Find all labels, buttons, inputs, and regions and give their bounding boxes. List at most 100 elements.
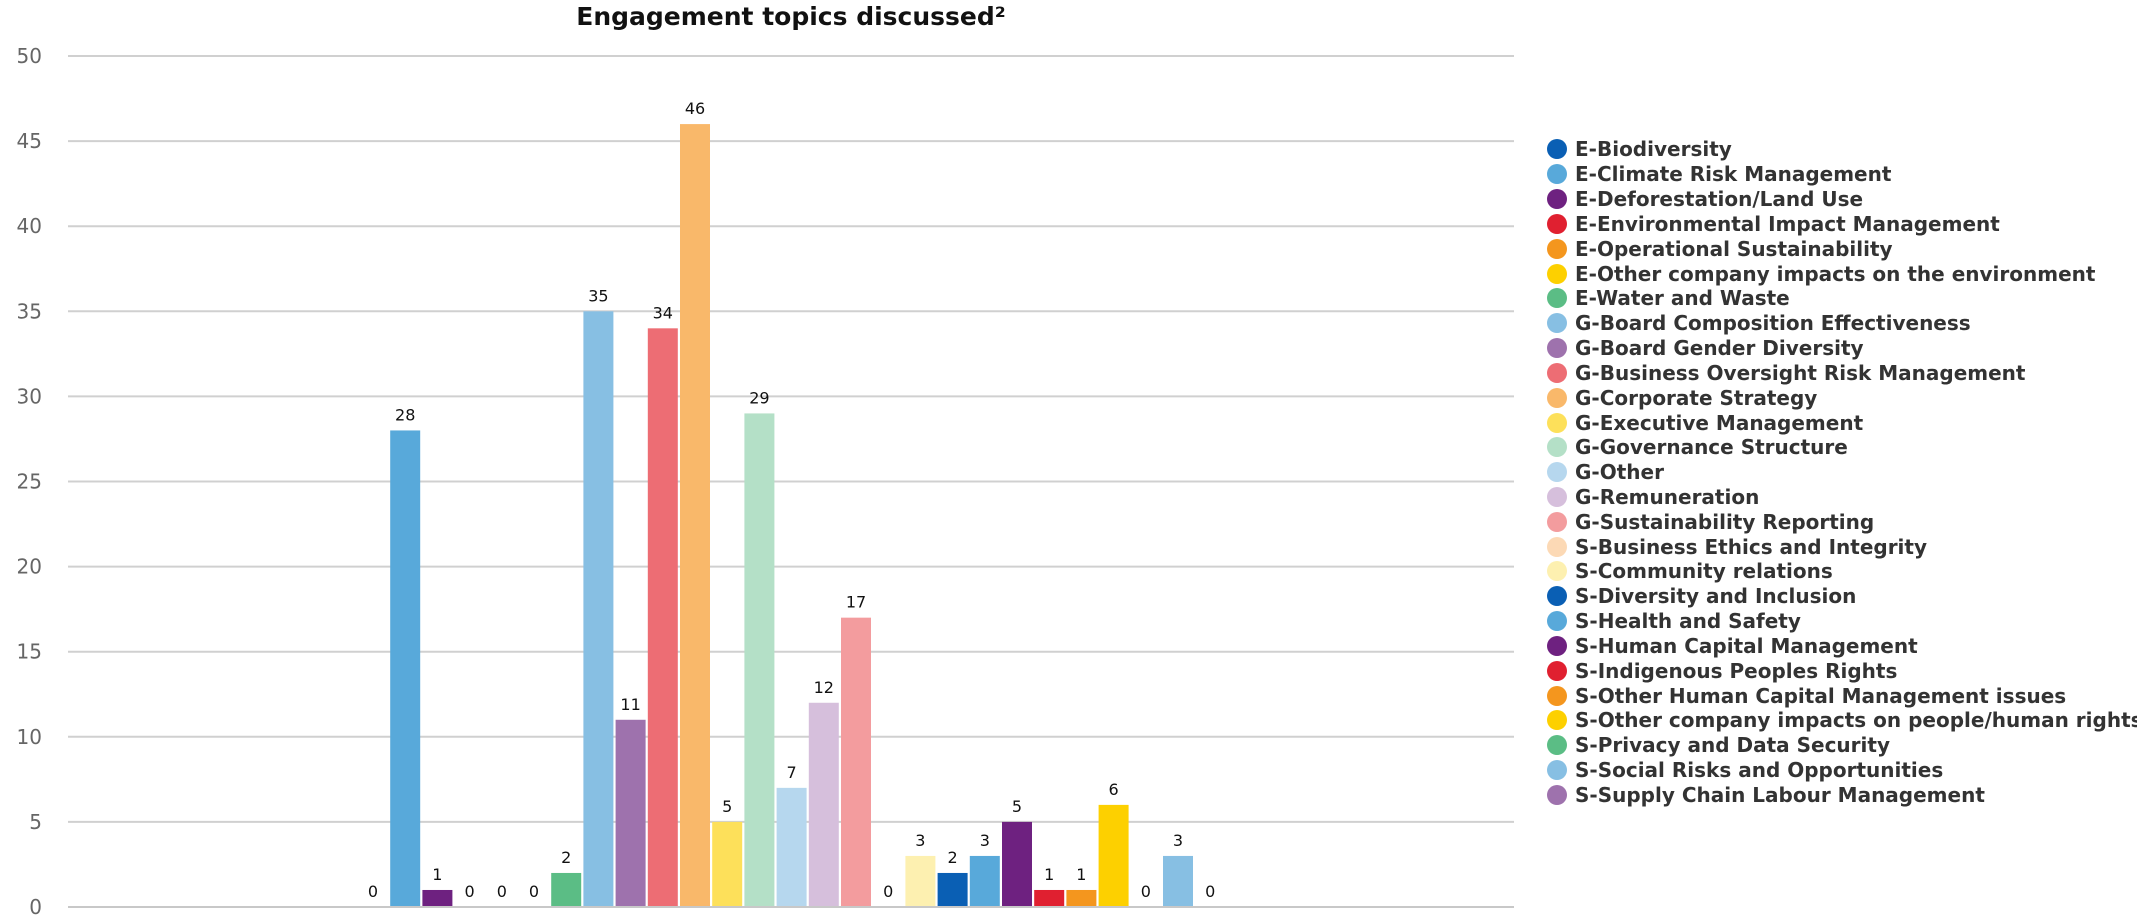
chart-title: Engagement topics discussed² [576,2,1006,31]
legend: E-Biodiversity E-Climate Risk Management E… [1547,137,2137,807]
legend-swatch [1547,536,1567,557]
legend-label: S-Other company impacts on people/human … [1575,708,2137,733]
legend-item: S-Indigenous Peoples Rights [1547,658,2137,683]
data-label: 35 [588,286,608,305]
legend-label: S-Business Ethics and Integrity [1575,534,1928,559]
y-tick-label: 25 [17,470,42,494]
legend-item: S-Community relations [1547,559,2137,584]
bar [1098,804,1129,907]
legend-swatch [1547,213,1567,234]
legend-item: E-Climate Risk Management [1547,162,2137,187]
y-tick-label: 40 [17,214,42,238]
legend-item: G-Board Composition Effectiveness [1547,311,2137,336]
data-label: 0 [465,882,475,901]
legend-label: S-Community relations [1575,559,1833,584]
legend-swatch [1547,263,1567,284]
y-tick-label: 10 [17,725,42,749]
bar [583,311,614,907]
data-label: 6 [1109,780,1119,799]
legend-swatch [1547,362,1567,383]
data-label: 12 [814,678,834,697]
legend-swatch [1547,437,1567,458]
legend-swatch [1547,238,1567,259]
legend-swatch [1547,139,1567,160]
data-label: 0 [368,882,378,901]
y-tick-label: 5 [29,810,42,834]
legend-swatch [1547,164,1567,185]
legend-swatch [1547,586,1567,607]
legend-label: E-Other company impacts on the environme… [1575,261,2096,286]
legend-item: S-Other company impacts on people/human … [1547,708,2137,733]
bar [712,821,743,907]
legend-item: S-Business Ethics and Integrity [1547,534,2137,559]
y-tick-label: 20 [17,555,42,579]
data-label: 17 [846,593,866,612]
y-tick-label: 45 [17,129,42,153]
legend-item: E-Biodiversity [1547,137,2137,162]
data-label: 28 [395,405,415,424]
legend-label: G-Business Oversight Risk Management [1575,360,2026,385]
legend-label: G-Governance Structure [1575,435,1848,460]
data-label: 0 [529,882,539,901]
data-label: 0 [1205,882,1215,901]
legend-item: G-Governance Structure [1547,435,2137,460]
bar [1002,821,1032,907]
data-label: 29 [749,388,769,407]
legend-swatch [1547,660,1567,681]
legend-label: G-Remuneration [1575,485,1760,509]
legend-swatch [1547,189,1567,210]
legend-label: G-Other [1575,460,1664,485]
bar [615,719,646,907]
legend-label: S-Human Capital Management [1575,633,1918,658]
legend-label: G-Sustainability Reporting [1575,509,1875,534]
legend-label: G-Corporate Strategy [1575,385,1818,410]
legend-swatch [1547,561,1567,582]
legend-swatch [1547,387,1567,408]
legend-item: S-Social Risks and Opportunities [1547,758,2137,783]
legend-item: G-Sustainability Reporting [1547,509,2137,534]
legend-item: G-Board Gender Diversity [1547,336,2137,361]
legend-label: S-Indigenous Peoples Rights [1575,658,1898,683]
bar [969,855,1000,907]
data-label: 2 [948,848,958,867]
gridlines [68,55,1514,908]
legend-swatch [1547,288,1567,309]
bars [390,124,1193,907]
legend-item: S-Supply Chain Labour Management [1547,783,2137,808]
data-label: 0 [1141,882,1151,901]
data-label: 0 [497,882,507,901]
legend-label: S-Privacy and Data Security [1575,733,1890,758]
legend-label: G-Board Composition Effectiveness [1575,311,1971,336]
data-label: 11 [620,695,640,714]
legend-swatch [1547,611,1567,632]
bar [905,855,936,907]
legend-item: S-Health and Safety [1547,609,2137,634]
legend-label: G-Executive Management [1575,410,1864,435]
bar [551,872,582,907]
legend-item: G-Executive Management [1547,410,2137,435]
data-label: 7 [787,763,797,782]
bar [937,872,968,907]
legend-item: E-Deforestation/Land Use [1547,187,2137,212]
legend-item: S-Privacy and Data Security [1547,733,2137,758]
legend-swatch [1547,685,1567,706]
legend-label: E-Water and Waste [1575,286,1790,311]
legend-item: S-Other Human Capital Management issues [1547,683,2137,708]
bar [647,328,678,907]
bar [422,889,453,907]
legend-item: S-Human Capital Management [1547,634,2137,659]
legend-swatch [1547,511,1567,532]
bar [808,702,839,907]
data-label: 3 [980,831,990,850]
data-label: 5 [1012,797,1022,816]
data-label: 3 [1173,831,1183,850]
legend-swatch [1547,462,1567,483]
legend-item: G-Other [1547,460,2137,485]
y-tick-label: 15 [17,640,42,664]
legend-label: E-Operational Sustainability [1575,236,1893,261]
bar [776,787,807,907]
legend-item: E-Environmental Impact Management [1547,211,2137,236]
bar [841,617,871,907]
data-label: 0 [883,882,893,901]
